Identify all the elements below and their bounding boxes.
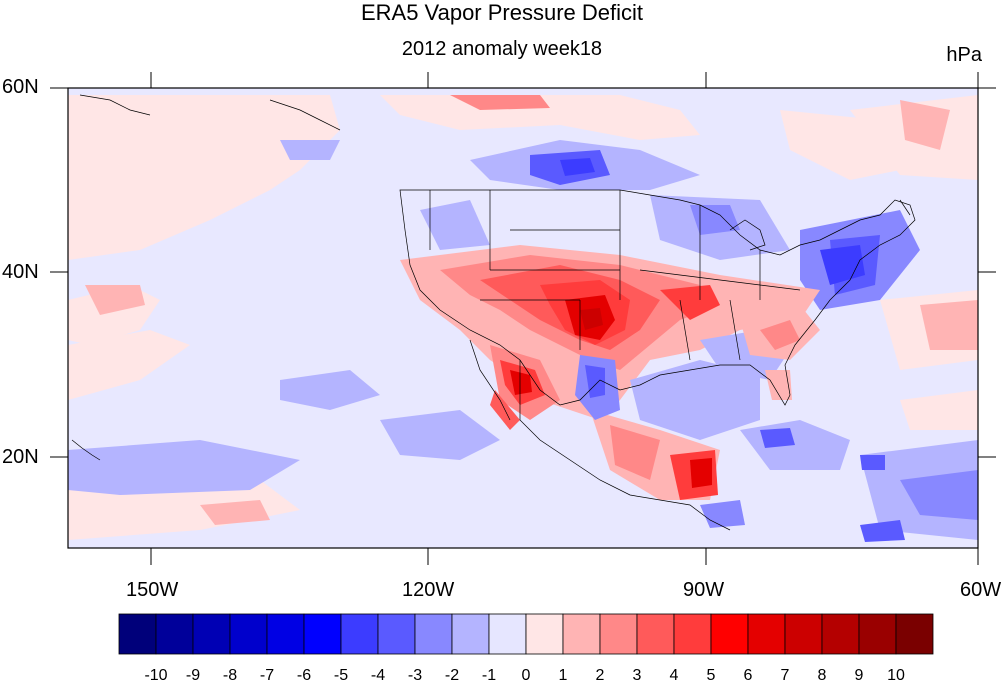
colorbar-tick-label: 5 [707, 667, 716, 681]
colorbar-tick-label: 9 [855, 667, 864, 681]
map-frame [67, 87, 979, 549]
colorbar-swatch [710, 613, 749, 655]
lat-label-40n: 40N [2, 261, 39, 283]
colorbar-swatch [673, 613, 712, 655]
colorbar-swatch [599, 613, 638, 655]
colorbar-swatch [784, 613, 823, 655]
colorbar-tick-label: 8 [818, 667, 827, 681]
colorbar: -10 -9 -8 -7 -6 -5 -4 -3 -2 -1 0 1 2 3 4 5 6 7 8 9 10 [118, 613, 934, 681]
colorbar-tick-label: -5 [334, 667, 348, 681]
axis-ticks [50, 72, 996, 565]
colorbar-swatch [636, 613, 675, 655]
colorbar-swatch [377, 613, 416, 655]
units-label: hPa [946, 44, 982, 66]
colorbar-swatch [340, 613, 379, 655]
lon-label-60w: 60W [960, 579, 1002, 601]
lon-label-150w: 150W [126, 579, 179, 601]
lat-label-60n: 60N [2, 76, 39, 98]
land-outlines [71, 94, 916, 531]
chart-title: ERA5 Vapor Pressure Deficit [360, 0, 644, 25]
colorbar-swatch [192, 613, 231, 655]
colorbar-swatch [488, 613, 527, 655]
colorbar-tick-label: -8 [223, 667, 237, 681]
colorbar-tick-label: 2 [596, 667, 605, 681]
lon-label-90w: 90W [683, 579, 725, 601]
colorbar-tick-label: 1 [559, 667, 568, 681]
colorbar-tick-label: -7 [260, 667, 274, 681]
colorbar-tick-label: -10 [144, 667, 167, 681]
lat-label-20n: 20N [2, 446, 39, 468]
colorbar-swatch [118, 613, 157, 655]
colorbar-tick-label: -9 [186, 667, 200, 681]
colorbar-swatch [747, 613, 786, 655]
colorbar-tick-label: -2 [445, 667, 459, 681]
colorbar-tick-label: 0 [522, 667, 531, 681]
chart-subtitle: 2012 anomaly week18 [401, 38, 603, 60]
colorbar-tick-label: -1 [482, 667, 496, 681]
colorbar-tick-label: 4 [670, 667, 679, 681]
colorbar-swatch [525, 613, 564, 655]
colorbar-swatch [266, 613, 305, 655]
colorbar-swatch [155, 613, 194, 655]
colorbar-swatch [303, 613, 342, 655]
anomaly-field [68, 88, 978, 548]
colorbar-swatch [895, 613, 934, 655]
colorbar-swatch [414, 613, 453, 655]
colorbar-swatch [229, 613, 268, 655]
colorbar-tick-label: -4 [371, 667, 385, 681]
colorbar-swatch [821, 613, 860, 655]
colorbar-tick-label: -3 [408, 667, 422, 681]
colorbar-tick-label: 3 [633, 667, 642, 681]
colorbar-tick-label: 6 [744, 667, 753, 681]
colorbar-swatch [858, 613, 897, 655]
colorbar-swatch [451, 613, 490, 655]
colorbar-tick-label: 10 [887, 667, 905, 681]
colorbar-tick-label: -6 [297, 667, 311, 681]
lon-label-120w: 120W [402, 579, 455, 601]
colorbar-tick-label: 7 [781, 667, 790, 681]
colorbar-swatch [562, 613, 601, 655]
